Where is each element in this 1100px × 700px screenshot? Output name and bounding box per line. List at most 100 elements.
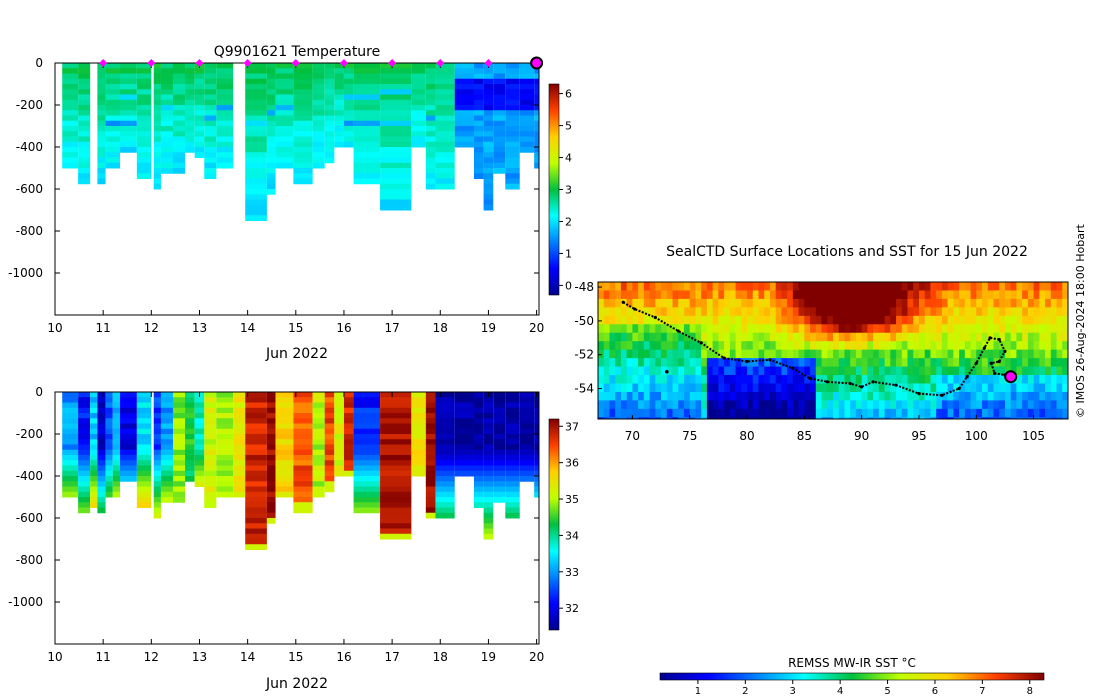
salinity-cell	[435, 497, 455, 503]
salinity-cell	[266, 428, 276, 435]
sst-cell	[672, 282, 679, 292]
salinity-cell	[204, 413, 217, 419]
sst-cell	[655, 366, 662, 376]
temperature-cell	[411, 99, 426, 106]
salinity-cell	[62, 465, 79, 472]
sst-cell	[941, 298, 949, 308]
salinity-cell	[78, 418, 91, 424]
sst-cell	[982, 282, 989, 292]
sst-cell	[603, 383, 611, 393]
sst-cell	[844, 366, 851, 376]
sst-cell	[947, 315, 954, 325]
salinity-cell	[112, 460, 121, 466]
sst-cell	[833, 383, 840, 393]
temperature-cell	[353, 162, 381, 169]
salinity-cell	[435, 423, 455, 430]
sst-cell	[970, 307, 977, 317]
salinity-cell	[78, 428, 91, 435]
salinity-cell	[266, 502, 276, 508]
sst-cell	[792, 417, 800, 419]
temperature-cell	[493, 84, 506, 90]
sst-cell	[815, 366, 823, 376]
sst-cell	[632, 341, 639, 351]
sst-cell	[1050, 358, 1058, 368]
salinity-cell	[160, 413, 173, 419]
sst-cell	[598, 341, 605, 351]
sst-cell	[729, 375, 737, 385]
temperature-cell	[493, 94, 506, 101]
salinity-cell	[293, 491, 313, 498]
sst-cell	[953, 290, 960, 300]
temperature-cell	[136, 157, 152, 164]
temperature-cell	[136, 126, 152, 132]
salinity-cell	[473, 470, 484, 477]
salinity-cell	[216, 476, 234, 482]
sst-cell	[598, 298, 605, 308]
salinity-cell	[112, 481, 121, 487]
salinity-cell	[343, 460, 354, 466]
temperature-cell	[505, 178, 520, 185]
salinity-cell	[112, 476, 121, 482]
x-tick-label: 11	[96, 321, 111, 335]
sst-cell	[626, 400, 633, 410]
sst-cell	[735, 332, 742, 342]
salinity-cell	[245, 518, 267, 524]
sst-cell	[643, 290, 651, 300]
salinity-cell	[120, 434, 137, 440]
sst-cell	[695, 391, 702, 401]
sst-cell	[615, 375, 622, 385]
sst-cell	[964, 298, 972, 308]
y-tick-label: -600	[16, 182, 43, 196]
sst-cell	[689, 341, 697, 351]
salinity-cell	[454, 470, 474, 477]
temperature-cell	[473, 162, 484, 169]
sst-cell	[924, 417, 932, 419]
salinity-cell	[435, 434, 455, 440]
sst-cell	[913, 298, 920, 308]
sst-cell	[867, 282, 874, 292]
salinity-cell	[62, 434, 79, 440]
sst-cell	[947, 391, 954, 401]
sst-colorbar-tick-label: 3	[790, 686, 796, 697]
sst-cell	[878, 383, 886, 393]
salinity-cell	[172, 455, 186, 461]
sst-cell	[672, 332, 679, 342]
temperature-cell	[266, 110, 276, 116]
sst-cell	[1027, 400, 1035, 410]
sst-cell	[741, 324, 748, 334]
sst-cell	[1056, 417, 1063, 419]
temperature-cell	[275, 94, 294, 101]
temperature-cell	[534, 94, 539, 101]
salinity-cell	[312, 392, 325, 398]
temperature-cell	[483, 136, 494, 143]
salinity-cell	[505, 392, 520, 398]
sst-cell	[867, 375, 874, 385]
sst-cell	[804, 349, 811, 359]
temperature-cell	[534, 141, 539, 148]
sst-cell	[1004, 391, 1012, 401]
sst-cell	[1050, 341, 1058, 351]
sst-cell	[953, 282, 960, 292]
sst-cell	[884, 307, 891, 317]
temperature-cell	[160, 120, 173, 127]
temperature-cell	[505, 141, 520, 148]
sst-cell	[781, 408, 788, 418]
salinity-cell	[380, 444, 412, 451]
sst-cell	[729, 315, 737, 325]
temperature-cell	[204, 162, 217, 169]
salinity-cell	[505, 465, 520, 472]
sst-cell	[964, 332, 972, 342]
temperature-cell	[266, 136, 276, 143]
sst-cell	[718, 332, 725, 342]
sst-cell	[1062, 400, 1068, 410]
sst-cell	[867, 391, 874, 401]
temperature-cell	[505, 183, 520, 190]
sst-cell	[678, 341, 685, 351]
temperature-cell	[160, 136, 173, 143]
sst-cell	[752, 341, 760, 351]
sst-cell	[741, 298, 748, 308]
sst-cell	[615, 290, 622, 300]
salinity-cell	[483, 444, 494, 451]
salinity-cell	[275, 397, 294, 403]
temperature-cell	[519, 105, 535, 111]
